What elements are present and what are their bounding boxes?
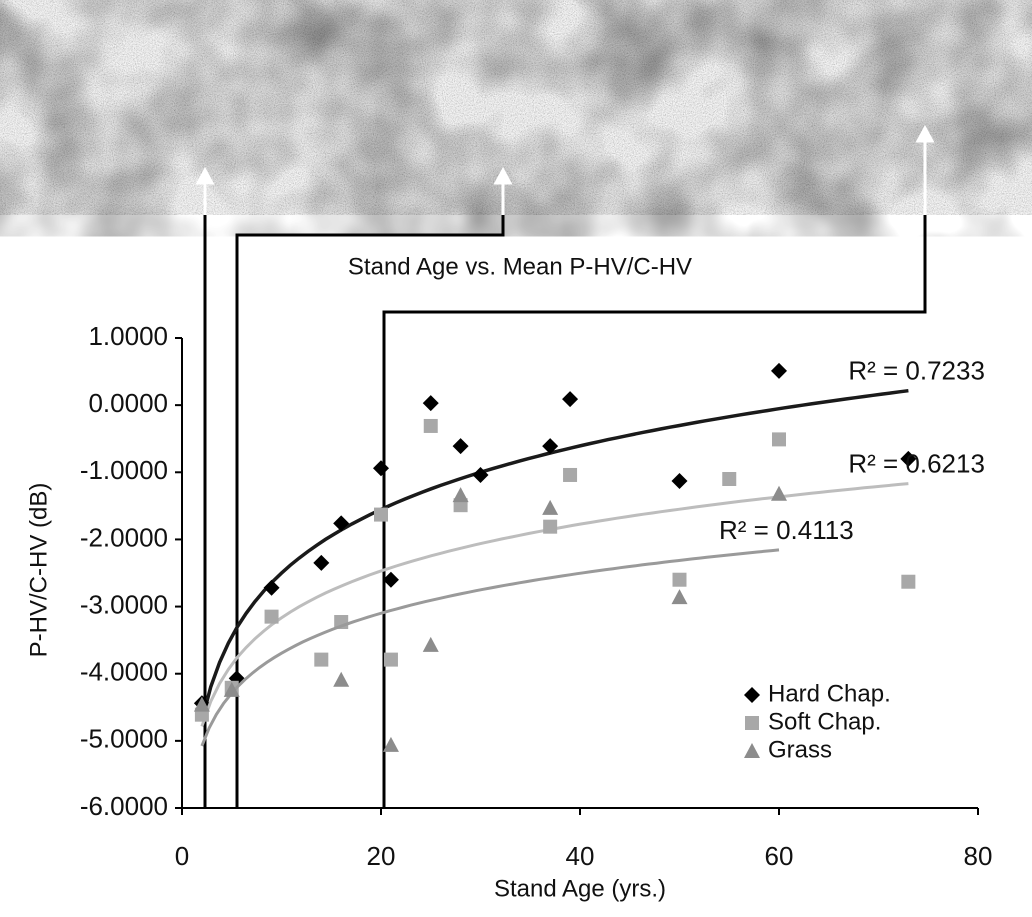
data-point [382,736,399,752]
x-axis-title: Stand Age (yrs.) [494,875,666,902]
data-point [901,574,916,589]
legend-label: Hard Chap. [768,680,891,707]
data-point [193,696,210,712]
data-point [771,485,787,501]
data-point [382,571,399,588]
data-point [452,487,469,503]
data-point [313,554,330,571]
y-tick-label: -6.0000 [80,791,168,821]
data-point [373,460,389,477]
legend-label: Grass [768,736,832,763]
data-point [563,467,578,482]
data-point [422,636,439,652]
data-point [333,671,350,687]
trend-line [200,388,909,722]
data-point [722,472,737,486]
legend-marker [745,716,759,730]
x-tick-label: 20 [367,841,396,871]
y-axis-title: P-HV/C-HV (dB) [25,483,52,658]
data-point [772,432,786,447]
data-point [264,609,279,624]
chart-title: Stand Age vs. Mean P-HV/C-HV [348,253,692,280]
data-point [383,652,398,667]
y-tick-label: -4.0000 [80,657,168,687]
legend-label: Soft Chap. [768,708,881,735]
x-tick-label: 60 [765,841,794,871]
data-point [314,652,329,667]
trend-line [200,548,780,747]
data-point [422,395,439,412]
r-squared-label: R² = 0.7233 [848,356,985,386]
pointer-arrows [195,124,935,215]
y-tick-label: -3.0000 [80,589,168,619]
data-point [423,418,438,433]
x-tick-label: 80 [964,841,993,871]
data-point [374,507,388,522]
y-tick-label: -1.0000 [80,455,168,485]
y-tick-label: 0.0000 [88,388,168,418]
data-point [671,589,688,605]
data-point [263,579,280,596]
data-point [543,519,558,534]
data-point [542,438,559,455]
data-point [223,681,240,697]
legend-marker [744,687,760,703]
data-point [472,466,489,483]
satellite-image [0,0,1032,215]
y-tick-label: -5.0000 [80,724,168,754]
legend-marker [744,743,760,758]
data-point [900,450,917,467]
y-tick-label: -2.0000 [80,522,168,552]
data-point [671,473,688,490]
r-squared-label: R² = 0.6213 [848,448,985,478]
data-point [562,391,579,408]
x-tick-label: 0 [175,841,189,871]
data-point [542,499,559,515]
data-point [452,438,469,455]
data-point [771,362,787,379]
y-tick-label: 1.0000 [88,321,168,351]
r-squared-label: R² = 0.4113 [719,515,854,545]
x-tick-label: 40 [566,841,595,871]
data-point [672,572,687,587]
data-point [333,515,350,532]
